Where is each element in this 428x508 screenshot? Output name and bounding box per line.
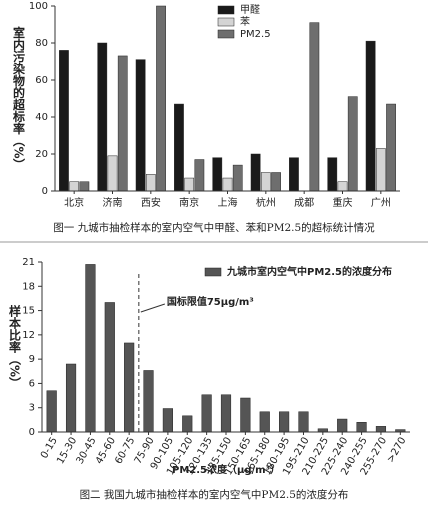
bar bbox=[162, 408, 173, 433]
bar bbox=[337, 418, 348, 433]
bar bbox=[145, 174, 156, 192]
y-tick-label: 80 bbox=[35, 38, 48, 49]
bar bbox=[250, 153, 261, 192]
y-tick-label: 18 bbox=[22, 281, 35, 292]
bar bbox=[260, 172, 271, 192]
legend-swatch bbox=[204, 267, 222, 277]
bar bbox=[174, 103, 184, 192]
bar bbox=[222, 177, 233, 192]
bar bbox=[259, 411, 270, 433]
bar bbox=[279, 411, 290, 433]
bar bbox=[135, 59, 146, 192]
x-tick-label: 成都 bbox=[294, 197, 314, 209]
bar bbox=[309, 22, 320, 192]
legend-label: PM2.5 bbox=[240, 29, 271, 40]
bar bbox=[356, 422, 367, 433]
bar bbox=[69, 181, 80, 192]
bar bbox=[375, 148, 386, 192]
bar bbox=[156, 5, 166, 192]
y-tick-label: 21 bbox=[22, 257, 35, 268]
bar bbox=[298, 411, 309, 433]
bar bbox=[212, 157, 223, 192]
legend-label: 苯 bbox=[240, 15, 250, 28]
bar bbox=[337, 181, 348, 192]
bar bbox=[347, 96, 358, 192]
bar bbox=[59, 50, 69, 192]
bar bbox=[107, 155, 118, 192]
y-tick-label: 0 bbox=[29, 427, 35, 438]
bar bbox=[271, 172, 281, 192]
y-tick-label: 100 bbox=[29, 1, 48, 12]
legend-label: 九城市室内空气中PM2.5的浓度分布 bbox=[226, 265, 392, 278]
caption: 图二 我国九城市抽检样本的室内空气中PM2.5的浓度分布 bbox=[80, 488, 349, 501]
legend-label: 甲醛 bbox=[240, 3, 260, 16]
bar bbox=[240, 397, 251, 433]
bar bbox=[289, 157, 299, 192]
bar bbox=[365, 40, 376, 192]
x-tick-label: 北京 bbox=[64, 196, 84, 209]
annotation-arrow bbox=[140, 303, 166, 313]
bar bbox=[375, 426, 387, 433]
x-tick-label: 济南 bbox=[103, 196, 123, 209]
y-tick-label: 3 bbox=[29, 403, 35, 414]
x-tick-label: 广州 bbox=[371, 197, 391, 209]
bar bbox=[232, 164, 243, 192]
bar bbox=[104, 302, 115, 433]
x-tick-label: 南京 bbox=[179, 196, 199, 209]
bar bbox=[97, 42, 108, 192]
legend-swatch bbox=[217, 17, 235, 27]
bar bbox=[117, 55, 128, 192]
y-axis-label: 样本比率（%） bbox=[8, 304, 22, 389]
bar bbox=[46, 390, 57, 433]
legend-swatch bbox=[217, 5, 235, 15]
bar bbox=[65, 363, 77, 433]
x-tick-label: 上海 bbox=[218, 196, 238, 209]
bar bbox=[85, 264, 96, 433]
x-tick-label: 重庆 bbox=[333, 196, 353, 209]
y-tick-label: 40 bbox=[35, 112, 48, 123]
bar bbox=[182, 415, 193, 433]
bar bbox=[194, 159, 205, 192]
bar bbox=[201, 394, 212, 433]
bar bbox=[79, 181, 90, 192]
bar bbox=[143, 370, 154, 433]
bar bbox=[327, 157, 338, 192]
y-tick-label: 60 bbox=[35, 75, 48, 86]
y-tick-label: 20 bbox=[35, 149, 48, 160]
annotation: 国标限值75μg/m³ bbox=[167, 295, 254, 308]
y-tick-label: 15 bbox=[22, 306, 35, 317]
y-tick-label: 6 bbox=[29, 378, 35, 389]
x-tick-label: 西安 bbox=[141, 196, 161, 209]
bar bbox=[220, 394, 232, 433]
caption: 图一 九城市抽检样本的室内空气中甲醛、苯和PM2.5的超标统计情况 bbox=[53, 221, 375, 234]
bar bbox=[124, 342, 135, 433]
y-axis-label: 室内污染物的超标率（%） bbox=[12, 25, 26, 170]
y-tick-label: 0 bbox=[42, 186, 48, 197]
y-tick-label: 9 bbox=[29, 354, 35, 365]
legend-swatch bbox=[217, 29, 235, 39]
bar bbox=[184, 177, 195, 192]
y-tick-label: 12 bbox=[22, 330, 35, 341]
x-tick-label: 杭州 bbox=[256, 196, 276, 209]
x-tick-label: >270 bbox=[385, 436, 408, 465]
bar bbox=[386, 103, 396, 192]
x-axis-label: PM2.5浓度（μg/m³） bbox=[172, 463, 280, 476]
